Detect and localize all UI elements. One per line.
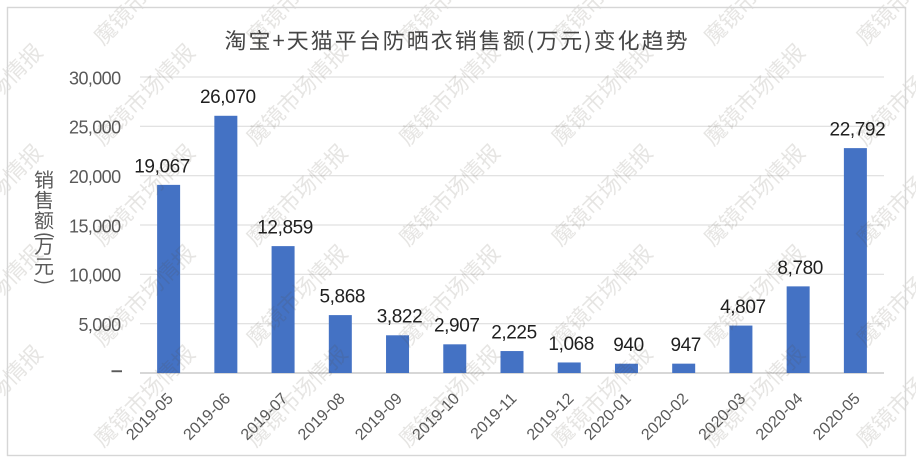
svg-text:19,067: 19,067 xyxy=(134,156,190,177)
svg-text:2,907: 2,907 xyxy=(434,316,480,337)
svg-text:20,000: 20,000 xyxy=(69,167,121,187)
svg-text:10,000: 10,000 xyxy=(69,266,121,286)
svg-text:2,225: 2,225 xyxy=(491,322,537,343)
svg-text:15,000: 15,000 xyxy=(69,216,121,236)
svg-text:26,070: 26,070 xyxy=(200,87,256,108)
svg-text:947: 947 xyxy=(670,335,701,356)
svg-text:1,068: 1,068 xyxy=(548,334,594,355)
svg-text:30,000: 30,000 xyxy=(69,68,121,88)
svg-text:940: 940 xyxy=(613,335,644,356)
svg-text:3,822: 3,822 xyxy=(377,307,423,328)
svg-text:5,868: 5,868 xyxy=(320,287,366,308)
